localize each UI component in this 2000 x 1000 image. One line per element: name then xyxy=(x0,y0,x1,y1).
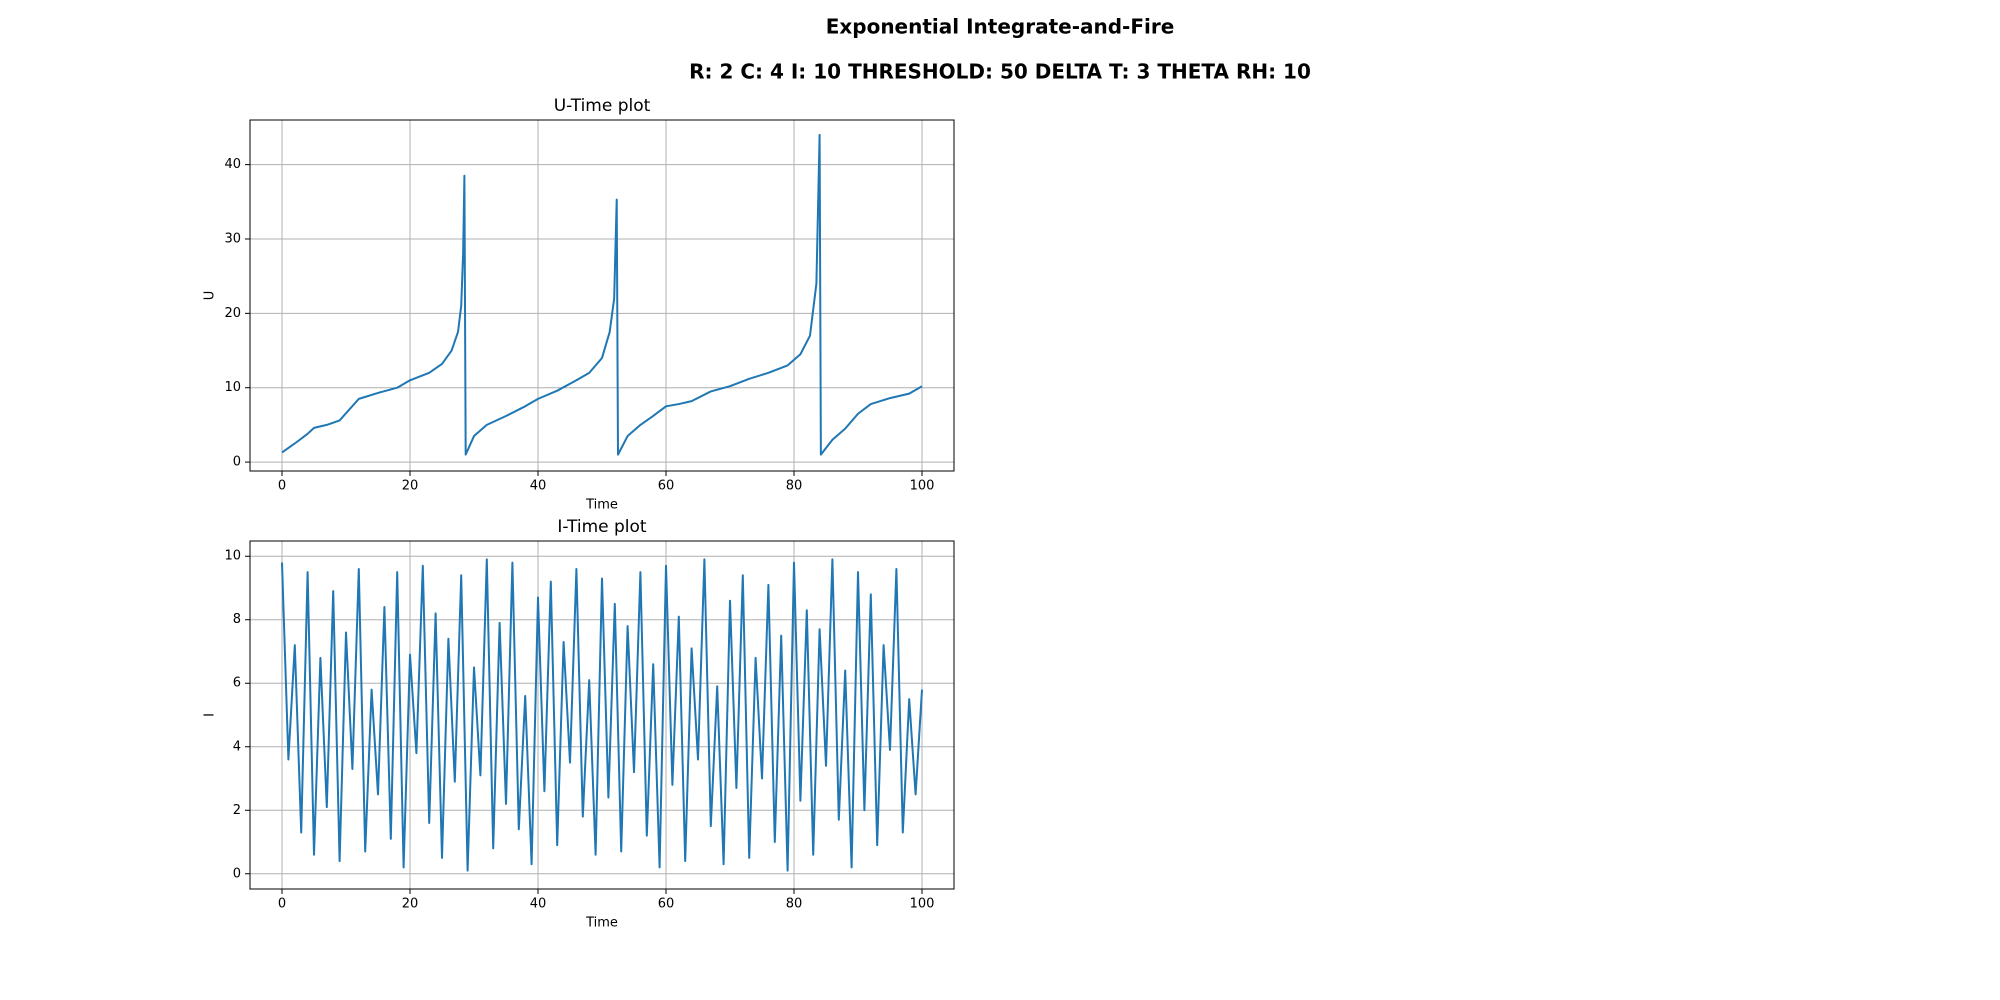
y-tick-label: 10 xyxy=(224,549,241,564)
x-tick-label: 100 xyxy=(910,897,935,912)
x-tick-label: 60 xyxy=(658,479,675,494)
axes-frame xyxy=(249,119,955,472)
x-tick-label: 80 xyxy=(786,897,803,912)
x-tick-label: 40 xyxy=(530,897,547,912)
x-tick-label: 20 xyxy=(402,897,419,912)
x-tick-label: 60 xyxy=(658,897,675,912)
y-tick-label: 4 xyxy=(233,739,241,754)
x-tick-label: 40 xyxy=(530,479,547,494)
axes-title: U-Time plot xyxy=(554,96,651,116)
y-tick-label: 2 xyxy=(233,803,241,818)
y-axis-label: U xyxy=(203,291,218,301)
x-axis-label: Time xyxy=(585,498,618,513)
x-axis-label: Time xyxy=(585,916,618,931)
y-tick-label: 10 xyxy=(224,380,241,395)
y-tick-label: 0 xyxy=(233,866,241,881)
data-line xyxy=(281,558,923,872)
y-axis-label: I xyxy=(203,713,218,717)
x-tick-label: 80 xyxy=(786,479,803,494)
x-tick-label: 20 xyxy=(402,479,419,494)
y-tick-label: 20 xyxy=(224,306,241,321)
figure-title: Exponential Integrate-and-Fire xyxy=(826,15,1175,39)
y-tick-label: 0 xyxy=(233,455,241,470)
y-tick-label: 40 xyxy=(224,157,241,172)
axes-title: I-Time plot xyxy=(557,517,647,537)
y-tick-label: 30 xyxy=(224,231,241,246)
x-tick-label: 0 xyxy=(278,897,286,912)
y-tick-label: 6 xyxy=(233,676,241,691)
y-tick-label: 8 xyxy=(233,612,241,627)
axes-frame xyxy=(249,540,955,890)
x-tick-label: 0 xyxy=(278,479,286,494)
data-line xyxy=(281,133,923,456)
figure-subtitle: R: 2 C: 4 I: 10 THRESHOLD: 50 DELTA T: 3… xyxy=(689,60,1311,84)
x-tick-label: 100 xyxy=(910,479,935,494)
